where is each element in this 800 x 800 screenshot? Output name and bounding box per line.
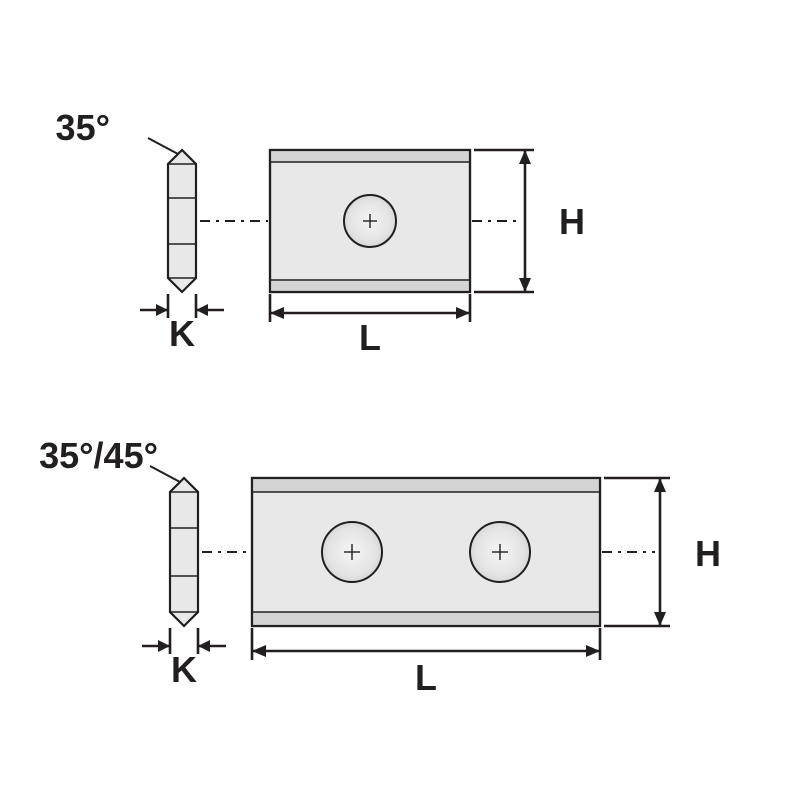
bottom-dim-k: K: [142, 628, 226, 690]
bottom-dim-l: L: [252, 628, 600, 698]
top-front-plate: [270, 150, 470, 292]
top-dim-k: K: [140, 294, 224, 354]
bottom-dim-h: H: [604, 478, 721, 626]
side-body: [170, 478, 198, 626]
top-k-label: K: [169, 313, 195, 354]
top-insert-group: 35° K: [56, 107, 585, 358]
top-l-label: L: [359, 317, 381, 358]
top-side-profile: 35° K: [56, 107, 224, 354]
bottom-l-label: L: [415, 657, 437, 698]
bottom-angle-label: 35°/45°: [39, 435, 158, 476]
top-dim-l: L: [270, 294, 470, 358]
bottom-h-label: H: [695, 533, 721, 574]
bottom-side-profile: 35°/45° K: [39, 435, 226, 690]
bottom-insert-group: 35°/45° K: [39, 435, 721, 698]
top-h-label: H: [559, 201, 585, 242]
top-angle-label: 35°: [56, 107, 110, 148]
side-body: [168, 150, 196, 292]
bottom-k-label: K: [171, 649, 197, 690]
technical-drawing: 35° K: [0, 0, 800, 800]
bottom-front-plate: [252, 478, 600, 626]
